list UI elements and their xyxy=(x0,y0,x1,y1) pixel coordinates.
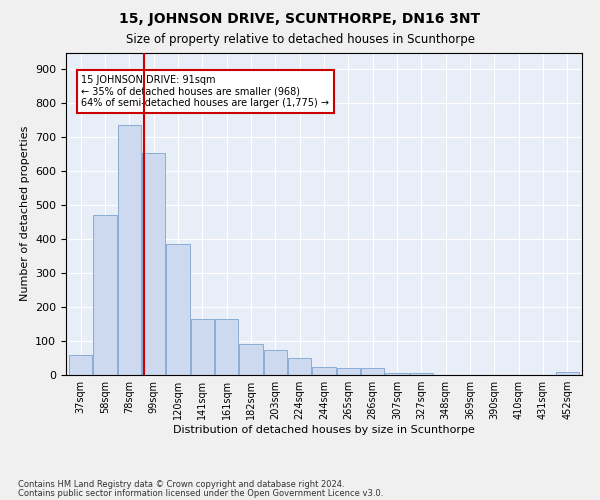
Bar xyxy=(166,244,190,375)
Bar xyxy=(191,319,214,375)
Text: Size of property relative to detached houses in Scunthorpe: Size of property relative to detached ho… xyxy=(125,32,475,46)
Text: Contains HM Land Registry data © Crown copyright and database right 2024.: Contains HM Land Registry data © Crown c… xyxy=(18,480,344,489)
Bar xyxy=(410,374,433,375)
Bar xyxy=(264,350,287,375)
Bar xyxy=(142,152,165,375)
Bar xyxy=(239,344,263,375)
Bar xyxy=(385,374,409,375)
Bar xyxy=(94,216,116,375)
Bar xyxy=(313,366,335,375)
Text: 15 JOHNSON DRIVE: 91sqm
← 35% of detached houses are smaller (968)
64% of semi-d: 15 JOHNSON DRIVE: 91sqm ← 35% of detache… xyxy=(82,75,329,108)
Bar xyxy=(215,319,238,375)
Bar xyxy=(556,372,579,375)
Bar xyxy=(288,358,311,375)
Bar xyxy=(118,126,141,375)
Bar xyxy=(337,368,360,375)
X-axis label: Distribution of detached houses by size in Scunthorpe: Distribution of detached houses by size … xyxy=(173,425,475,435)
Bar xyxy=(361,368,384,375)
Y-axis label: Number of detached properties: Number of detached properties xyxy=(20,126,29,302)
Text: 15, JOHNSON DRIVE, SCUNTHORPE, DN16 3NT: 15, JOHNSON DRIVE, SCUNTHORPE, DN16 3NT xyxy=(119,12,481,26)
Text: Contains public sector information licensed under the Open Government Licence v3: Contains public sector information licen… xyxy=(18,488,383,498)
Bar xyxy=(69,354,92,375)
